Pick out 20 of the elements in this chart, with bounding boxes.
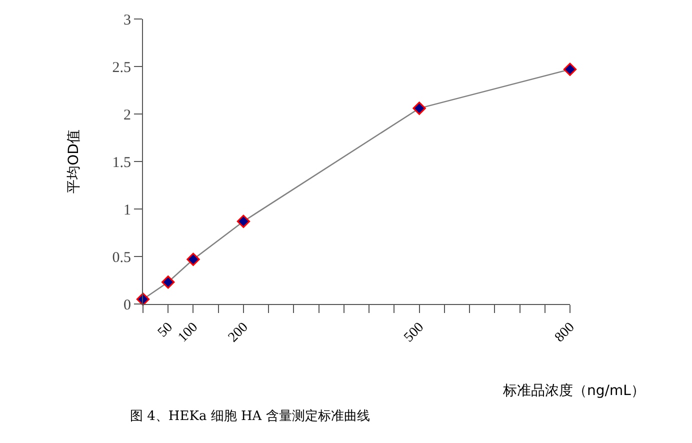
x-tick-label: 200: [226, 320, 252, 346]
x-tick-label: 50: [155, 320, 176, 340]
y-tick-label: 2.5: [112, 60, 131, 76]
y-tick-label: 2: [124, 107, 131, 124]
point: [563, 62, 577, 76]
x-tick-label: 500: [402, 320, 428, 346]
y-tick-label: 1: [124, 202, 131, 218]
x-tick-label: 800: [552, 320, 578, 346]
x-axis-title: 标准品浓度（ng/mL）: [502, 383, 645, 399]
point: [236, 214, 250, 228]
x-tick-label: 100: [176, 320, 202, 346]
y-tick-label: 3: [124, 12, 131, 28]
y-tick-label: 0: [124, 297, 131, 314]
y-tick-label: 1.5: [112, 154, 131, 171]
point: [162, 276, 175, 289]
point: [412, 102, 426, 115]
text: 图 4、HEKa 细胞 HA 含量测定标准曲线: [130, 409, 370, 424]
y-tick-label: 0.5: [112, 250, 131, 266]
y-axis-title: 平均OD值: [66, 130, 82, 194]
point: [186, 252, 200, 266]
